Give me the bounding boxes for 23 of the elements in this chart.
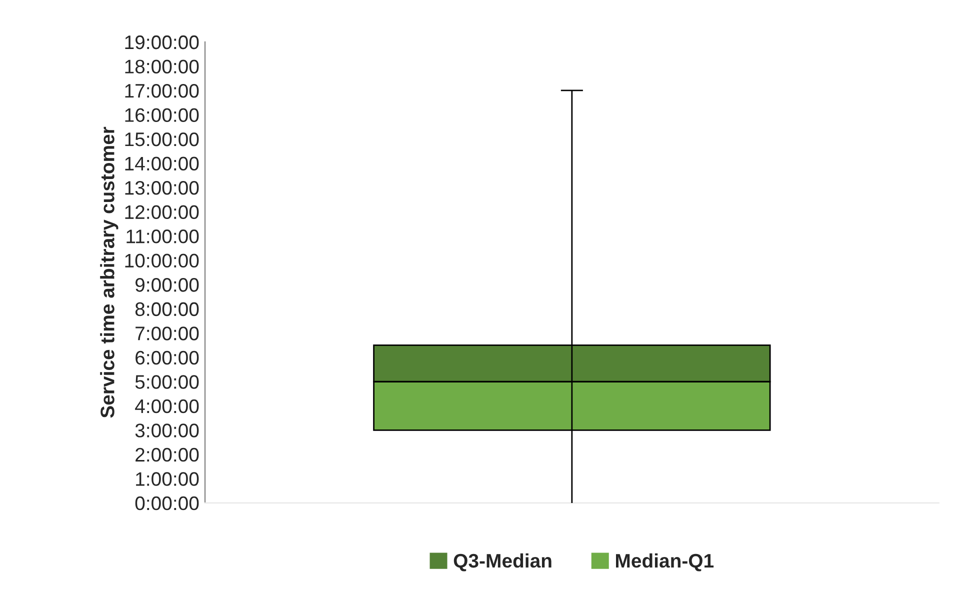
y-tick-label: 11:00:00 [126, 230, 199, 244]
y-tick-label: 6:00:00 [136, 350, 199, 365]
y-tick-label: 12:00:00 [125, 205, 199, 220]
y-tick-label: 0:00:00 [135, 496, 199, 510]
y-tick-label: 3:00:00 [135, 424, 199, 438]
legend-label: Median-Q1 [616, 553, 714, 572]
y-tick-label: 19:00:00 [125, 35, 199, 50]
legend-label: Q3-Median [454, 553, 552, 572]
y-tick-label: 15:00:00 [125, 132, 199, 146]
y-tick-label: 2:00:00 [136, 448, 199, 462]
y-tick-label: 13:00:00 [125, 181, 199, 195]
y-tick-label: 10:00:00 [125, 254, 199, 268]
y-tick-label: 14:00:00 [125, 156, 199, 171]
y-tick-label: 7:00:00 [136, 326, 199, 340]
y-tick-label: 16:00:00 [125, 108, 199, 122]
y-tick-label: 4:00:00 [135, 399, 199, 414]
y-tick-label: 17:00:00 [125, 84, 199, 98]
y-tick-label: 8:00:00 [135, 302, 199, 316]
y-axis-title: Service time arbitrary customer [100, 126, 118, 418]
y-tick-label: 1:00:00 [136, 472, 199, 486]
y-tick-label: 18:00:00 [125, 60, 199, 74]
y-tick-label: 5:00:00 [135, 375, 199, 389]
y-tick-label: 9:00:00 [136, 278, 199, 292]
